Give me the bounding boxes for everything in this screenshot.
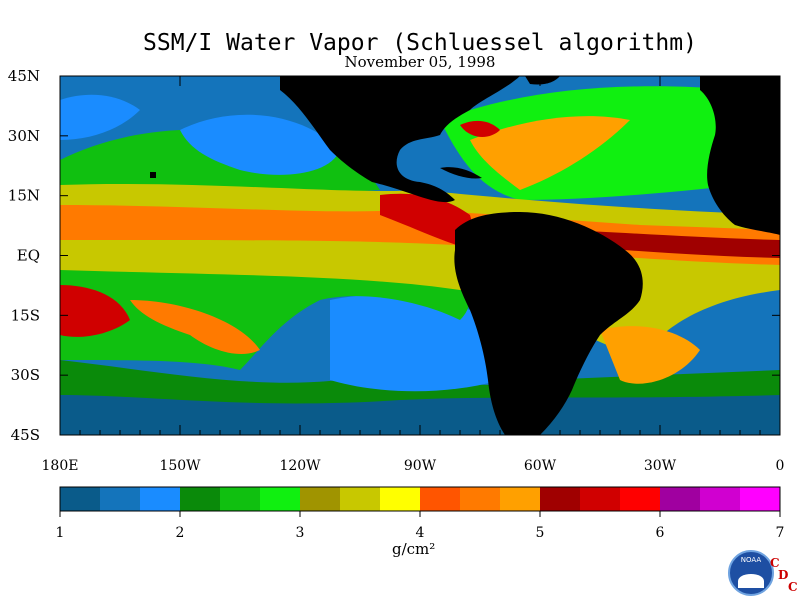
colorbar-tick-label: 6 xyxy=(656,525,665,541)
map-date: November 05, 1998 xyxy=(344,53,496,71)
south-pacific-red xyxy=(60,285,130,337)
hawaii xyxy=(150,172,156,178)
colorbar-swatch xyxy=(380,487,421,511)
credit-d: D xyxy=(778,568,789,582)
lon-label: 60W xyxy=(524,458,557,474)
lat-label: 45N xyxy=(8,67,40,85)
lat-label: 30N xyxy=(8,127,40,145)
lat-label: 15N xyxy=(8,187,40,205)
south-america xyxy=(454,212,643,435)
colorbar-tick-label: 2 xyxy=(176,525,185,541)
lon-label: 0 xyxy=(776,458,785,474)
north-america xyxy=(280,76,520,203)
colorbar-tick-label: 1 xyxy=(56,525,65,541)
colorbar-swatch xyxy=(540,487,581,511)
colorbar-swatch xyxy=(340,487,381,511)
noaa-logo-text: NOAA xyxy=(740,556,762,564)
colorbar-swatch xyxy=(140,487,181,511)
lat-label: EQ xyxy=(17,247,40,265)
lon-label: 90W xyxy=(404,458,437,474)
atlantic-red-core xyxy=(560,230,780,258)
lat-label: 30S xyxy=(11,366,40,384)
south-atlantic-orange xyxy=(600,326,700,384)
colorbar-tick-label: 3 xyxy=(296,525,305,541)
colorbar-tick-label: 5 xyxy=(536,525,545,541)
colorbar-swatch xyxy=(420,487,461,511)
credit-c2: C xyxy=(788,580,798,594)
colorbar-swatch xyxy=(580,487,621,511)
north-pacific-blue xyxy=(180,114,340,175)
colorbar-swatch xyxy=(60,487,101,511)
greenland-strip xyxy=(525,76,560,85)
credit-c: C xyxy=(770,556,780,570)
lat-label: 15S xyxy=(11,306,40,324)
colorbar-swatch xyxy=(460,487,501,511)
colorbar-swatch xyxy=(700,487,741,511)
cuba xyxy=(440,167,482,179)
colorbar xyxy=(59,486,781,512)
subtropical-south-green xyxy=(60,267,470,370)
colorbar-tick-label: 7 xyxy=(776,525,785,541)
lat-label: 45S xyxy=(11,426,40,444)
colorbar-unit: g/cm² xyxy=(392,540,436,558)
north-atlantic-orange xyxy=(470,116,630,190)
lon-label: 30W xyxy=(644,458,677,474)
noaa-bird-icon xyxy=(738,574,764,588)
colorbar-swatch xyxy=(300,487,341,511)
colorbar-swatch xyxy=(180,487,221,511)
northwest-blue xyxy=(60,94,140,140)
gulf-red xyxy=(460,120,500,137)
colorbar-swatch xyxy=(260,487,301,511)
colorbar-swatch xyxy=(740,487,781,511)
africa xyxy=(700,76,780,235)
lon-label: 180E xyxy=(42,458,79,474)
map-title: SSM/I Water Vapor (Schluessel algorithm) xyxy=(143,30,697,56)
latitude-axis: 45N 30N 15N EQ 15S 30S 45S xyxy=(8,67,780,444)
longitude-axis: 180E 150W 120W 90W 60W 30W 0 xyxy=(42,76,785,474)
south-pacific-blue xyxy=(330,294,500,392)
colorbar-swatch xyxy=(500,487,541,511)
spcz-orange xyxy=(130,300,260,355)
lon-label: 120W xyxy=(279,458,321,474)
colorbar-swatch xyxy=(100,487,141,511)
colorbar-swatch xyxy=(620,487,661,511)
colorbar-ticks: 1 2 3 4 5 6 7 xyxy=(56,511,785,541)
lon-label: 150W xyxy=(159,458,201,474)
colorbar-swatch xyxy=(660,487,701,511)
noaa-logo: NOAA xyxy=(728,550,774,596)
colorbar-swatch xyxy=(220,487,261,511)
colorbar-tick-label: 4 xyxy=(416,525,425,541)
